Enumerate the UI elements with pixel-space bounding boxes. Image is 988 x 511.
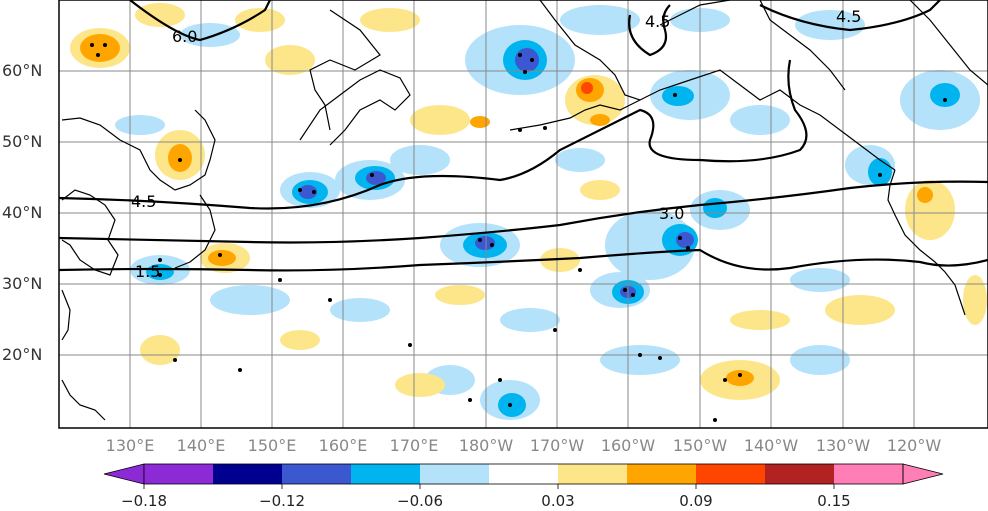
lon-label-150w: 150°W bbox=[672, 436, 728, 455]
lon-label-160w: 160°W bbox=[600, 436, 656, 455]
contour-label-3.0: 3.0 bbox=[659, 204, 684, 223]
anomaly-shading bbox=[70, 3, 987, 420]
colorbar-tick-label: −0.12 bbox=[259, 492, 305, 510]
lon-label-170e: 170°E bbox=[389, 436, 439, 455]
lon-label-120w: 120°W bbox=[886, 436, 942, 455]
colorbar-tick-label: 0.09 bbox=[679, 492, 713, 510]
lat-label-50n: 50°N bbox=[2, 132, 43, 151]
lat-label-60n: 60°N bbox=[2, 61, 43, 80]
lon-label-160e: 160°E bbox=[318, 436, 368, 455]
lon-label-130w: 130°W bbox=[815, 436, 871, 455]
lat-label-40n: 40°N bbox=[2, 203, 43, 222]
colorbar bbox=[103, 463, 944, 489]
lon-label-170w: 170°W bbox=[529, 436, 585, 455]
contour-lines bbox=[58, 0, 988, 272]
colorbar-left-arrow bbox=[103, 463, 145, 485]
colorbar-tick-label: −0.06 bbox=[397, 492, 443, 510]
map-frame bbox=[58, 0, 988, 429]
contour-labels: 6.0 4.5 4.5 4.5 3.0 1.5 bbox=[131, 7, 861, 281]
lon-label-140e: 140°E bbox=[176, 436, 226, 455]
island-dots bbox=[158, 126, 717, 422]
colorbar-tick-label: −0.18 bbox=[121, 492, 167, 510]
contour-label-4.5-west: 4.5 bbox=[131, 192, 156, 211]
lat-label-20n: 20°N bbox=[2, 345, 43, 364]
colorbar-right-arrow bbox=[902, 463, 944, 485]
lat-label-30n: 30°N bbox=[2, 274, 43, 293]
significance-stipple bbox=[90, 43, 947, 407]
colorbar-tick-label: 0.15 bbox=[817, 492, 851, 510]
colorbar-tick-label: 0.03 bbox=[541, 492, 575, 510]
contour-label-6.0: 6.0 bbox=[172, 27, 197, 46]
lon-label-150e: 150°E bbox=[247, 436, 297, 455]
contour-label-4.5-north: 4.5 bbox=[645, 12, 670, 31]
lon-label-130e: 130°E bbox=[105, 436, 155, 455]
contour-label-1.5: 1.5 bbox=[135, 262, 160, 281]
contour-label-4.5-east: 4.5 bbox=[836, 7, 861, 26]
lon-label-180w: 180°W bbox=[458, 436, 514, 455]
lon-label-140w: 140°W bbox=[743, 436, 799, 455]
